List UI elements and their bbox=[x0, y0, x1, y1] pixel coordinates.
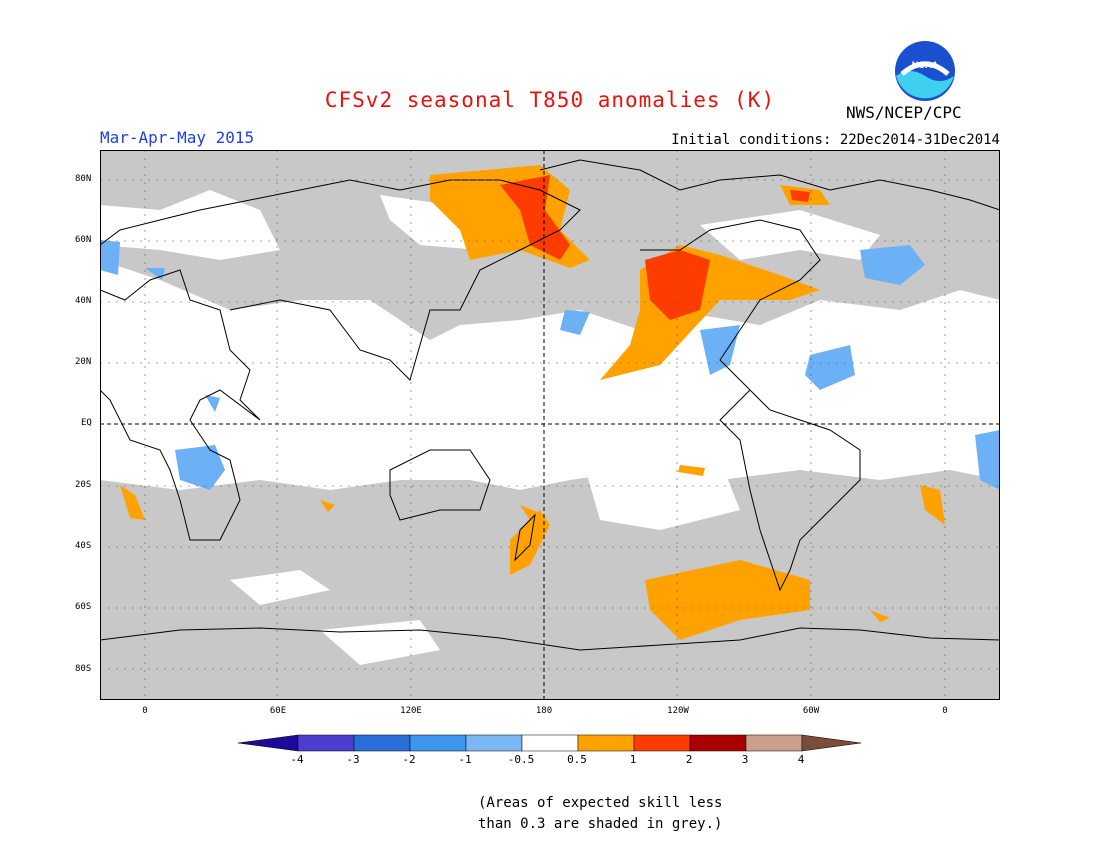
colorbar-tick: -0.5 bbox=[507, 753, 535, 766]
colorbar-tick: -4 bbox=[290, 753, 304, 766]
gridlines bbox=[100, 150, 1000, 700]
lat-label: 40N bbox=[75, 296, 92, 306]
noaa-logo-icon: NOAA bbox=[895, 41, 955, 101]
lat-label: EQ bbox=[81, 418, 92, 428]
map-frame bbox=[100, 150, 1000, 700]
lat-label: 80N bbox=[75, 174, 92, 184]
colorbar-tick: -1 bbox=[458, 753, 472, 766]
colorbar-segment bbox=[633, 734, 691, 752]
lon-label: 120W bbox=[667, 706, 689, 716]
colorbar-segment bbox=[465, 734, 523, 752]
colorbar-segment bbox=[353, 734, 411, 752]
colorbar-tick: 4 bbox=[797, 753, 805, 766]
lat-label: 60S bbox=[75, 602, 92, 612]
colorbar-tick: 3 bbox=[741, 753, 749, 766]
skill-note-line: than 0.3 are shaded in grey.) bbox=[478, 816, 723, 832]
coastlines bbox=[100, 159, 1000, 651]
skill-note-line: (Areas of expected skill less bbox=[478, 795, 723, 811]
lat-label: 20S bbox=[75, 480, 92, 490]
lon-label: 60E bbox=[269, 706, 287, 716]
logo-text: NOAA bbox=[912, 60, 939, 70]
colorbar-segment bbox=[521, 734, 579, 752]
colorbar-segment bbox=[577, 734, 635, 752]
lon-label: 0 bbox=[942, 706, 948, 716]
colorbar-tick: 0.5 bbox=[567, 753, 587, 766]
season-label: Mar-Apr-May 2015 bbox=[100, 128, 255, 147]
lat-label: 20N bbox=[75, 357, 92, 367]
colorbar-tick: -3 bbox=[346, 753, 360, 766]
colorbar-segment bbox=[689, 734, 747, 752]
lon-label: 60W bbox=[802, 706, 820, 716]
colorbar-arrow-low bbox=[238, 734, 299, 752]
colorbar bbox=[238, 734, 862, 752]
lat-label: 60N bbox=[75, 235, 92, 245]
colorbar-tick: 1 bbox=[629, 753, 637, 766]
lon-label: 180 bbox=[535, 706, 553, 716]
colorbar-segment bbox=[409, 734, 467, 752]
lon-label: 120E bbox=[400, 706, 422, 716]
colorbar-arrow-high bbox=[801, 734, 862, 752]
colorbar-segment bbox=[745, 734, 803, 752]
lat-label: 80S bbox=[75, 664, 92, 674]
anomaly-map bbox=[100, 150, 1000, 700]
lon-label: 0 bbox=[142, 706, 148, 716]
blue-regions bbox=[100, 240, 1000, 490]
map-title: CFSv2 seasonal T850 anomalies (K) bbox=[324, 88, 776, 112]
colorbar-tick: 2 bbox=[685, 753, 693, 766]
colorbar-segment bbox=[297, 734, 355, 752]
skill-note: (Areas of expected skill less than 0.3 a… bbox=[478, 793, 722, 835]
agency-label: NWS/NCEP/CPC bbox=[846, 103, 962, 122]
initial-conditions-label: Initial conditions: 22Dec2014-31Dec2014 bbox=[671, 132, 1000, 148]
lat-label: 40S bbox=[75, 541, 92, 551]
colorbar-tick: -2 bbox=[402, 753, 416, 766]
red-regions bbox=[500, 175, 810, 320]
